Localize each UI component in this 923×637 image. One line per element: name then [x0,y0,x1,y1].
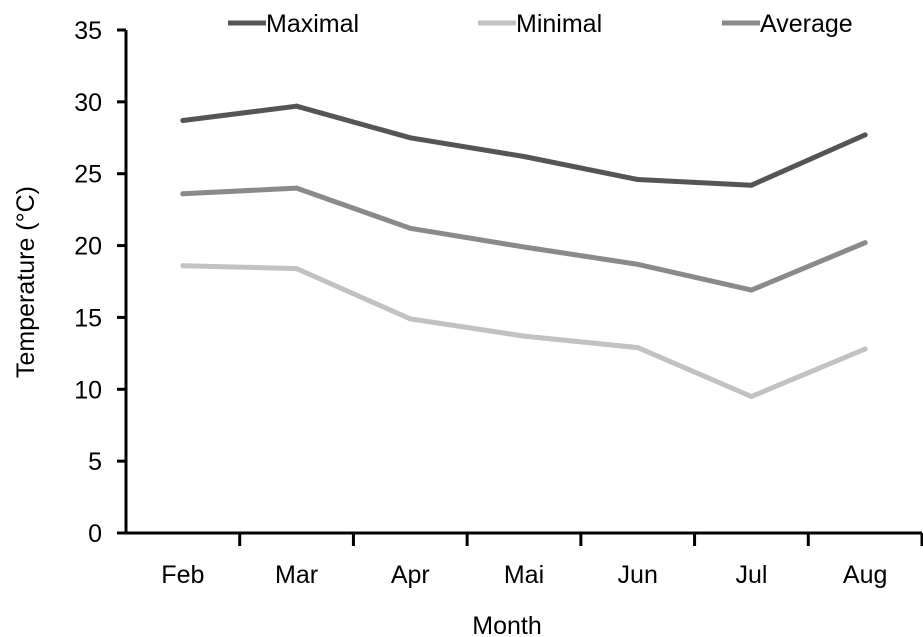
data-point-maximal [180,118,186,124]
data-point-average [180,191,186,197]
data-point-maximal [748,182,754,188]
data-point-maximal [407,135,413,141]
data-point-minimal [407,316,413,322]
y-tick-label: 35 [74,17,102,45]
y-tick-label: 30 [74,89,102,117]
x-tick-label: Mai [504,561,544,589]
data-point-maximal [635,176,641,182]
legend-label-maximal: Maximal [266,10,359,38]
x-tick-label: Jun [618,561,658,589]
data-point-average [294,185,300,191]
series-line-maximal [180,103,868,188]
data-point-average [521,244,527,250]
data-point-minimal [294,266,300,272]
x-tick-label: Aug [843,561,887,589]
axes: 0 5 10 15 20 25 30 35 Feb Mar Apr Mai Jun Jul Aug [74,17,923,589]
series-line-average [180,185,868,293]
data-point-minimal [748,393,754,399]
data-point-average [862,240,868,246]
data-point-minimal [635,345,641,351]
y-tick-label: 0 [88,520,102,548]
x-axis-title: Month [472,612,541,637]
y-axis-title: Temperature (°C) [12,186,40,378]
legend-label-average: Average [760,10,853,38]
y-tick-label: 10 [74,376,102,404]
x-tick-label: Mar [275,561,318,589]
y-tick-label: 15 [74,304,102,332]
x-tick-label: Jul [735,561,767,589]
x-tick-label: Apr [391,561,430,589]
y-tick-label: 25 [74,161,102,189]
y-tick-label: 20 [74,233,102,261]
data-point-average [407,225,413,231]
series-layer [180,103,868,399]
data-point-maximal [294,103,300,109]
x-tick-label: Feb [161,561,204,589]
data-point-minimal [862,346,868,352]
data-point-minimal [521,333,527,339]
y-tick-label: 5 [88,448,102,476]
data-point-maximal [862,132,868,138]
data-point-average [635,261,641,267]
data-point-minimal [180,263,186,269]
data-point-average [748,287,754,293]
legend: Maximal Minimal Average [228,10,853,38]
legend-label-minimal: Minimal [516,10,602,38]
data-point-maximal [521,153,527,159]
